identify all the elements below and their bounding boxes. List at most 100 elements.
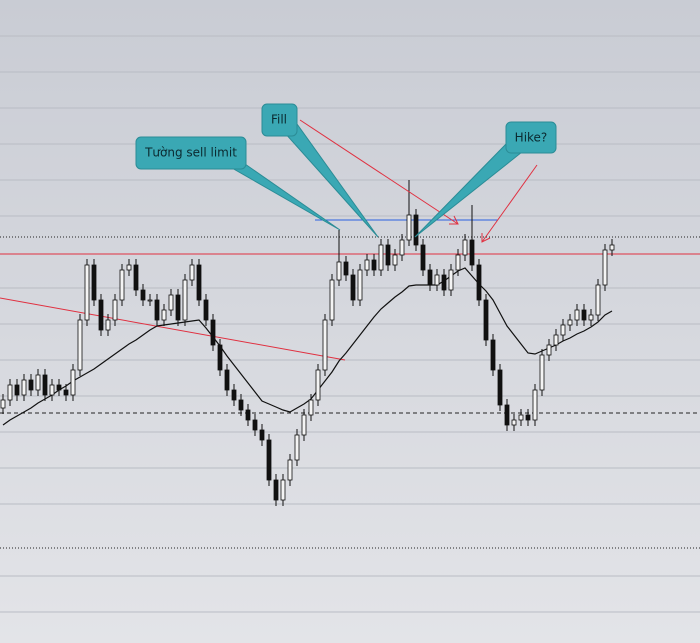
- candle-body: [126, 264, 132, 271]
- candle-body: [189, 264, 195, 281]
- candle-body: [196, 264, 202, 301]
- candle-body: [105, 319, 111, 331]
- candle-body: [336, 261, 342, 281]
- candle-body: [266, 439, 272, 481]
- candle-body: [490, 339, 496, 371]
- candle-body: [455, 254, 461, 271]
- candle-body: [294, 434, 300, 461]
- candle-body: [42, 374, 48, 396]
- callout-label: Hike?: [515, 131, 548, 145]
- candle-body: [406, 214, 412, 241]
- candle-body: [210, 319, 216, 346]
- candle-body: [518, 414, 524, 421]
- candle-body: [35, 374, 41, 391]
- candles: [0, 180, 615, 506]
- candle-body: [154, 299, 160, 321]
- candle-body: [238, 399, 244, 411]
- candle-body: [308, 399, 314, 416]
- candle-body: [63, 389, 69, 396]
- candle-body: [112, 299, 118, 321]
- candle-body: [182, 279, 188, 321]
- candle-body: [224, 369, 230, 391]
- candle-body: [560, 324, 566, 336]
- candle-body: [98, 299, 104, 331]
- candle-body: [84, 264, 90, 321]
- candle-body: [119, 269, 125, 301]
- candle-body: [567, 319, 573, 326]
- candle-body: [161, 309, 167, 321]
- candle-body: [301, 414, 307, 436]
- candle-body: [217, 344, 223, 371]
- candle-body: [546, 344, 552, 356]
- candle-body: [28, 379, 34, 391]
- candle-body: [378, 244, 384, 271]
- candle-body: [56, 384, 62, 391]
- candle-body: [609, 244, 615, 251]
- candle-body: [483, 299, 489, 341]
- candle-body: [315, 369, 321, 401]
- callout-label: Tường sell limit: [144, 146, 237, 160]
- candle-body: [427, 269, 433, 286]
- candle-body: [553, 334, 559, 346]
- callout: Fill: [261, 103, 379, 238]
- candle-body: [497, 369, 503, 406]
- candle-body: [462, 239, 468, 256]
- candle-body: [280, 479, 286, 501]
- callout-label: Fill: [271, 113, 287, 127]
- candle-body: [14, 384, 20, 396]
- candle-body: [168, 294, 174, 311]
- candle-body: [539, 354, 545, 391]
- candle-body: [532, 389, 538, 421]
- candle-body: [574, 309, 580, 321]
- candle-body: [357, 269, 363, 301]
- candle-body: [602, 249, 608, 286]
- candle-body: [245, 409, 251, 421]
- candle-body: [91, 264, 97, 301]
- candle-body: [287, 459, 293, 481]
- candle-body: [413, 214, 419, 246]
- candle-body: [231, 389, 237, 401]
- candle-body: [504, 404, 510, 426]
- candle-body: [7, 384, 13, 401]
- candle-body: [595, 284, 601, 316]
- candle-body: [147, 299, 153, 302]
- candle-body: [371, 259, 377, 271]
- candle-body: [469, 239, 475, 266]
- grid: [0, 35, 700, 613]
- candle-body: [399, 239, 405, 256]
- candle-body: [0, 399, 6, 409]
- moving-average: [2, 267, 613, 426]
- candle-body: [350, 274, 356, 301]
- candle-body: [525, 414, 531, 421]
- candle-body: [175, 294, 181, 321]
- candle-body: [322, 319, 328, 371]
- candle-body: [49, 384, 55, 396]
- candle-body: [259, 429, 265, 441]
- candle-body: [364, 259, 370, 271]
- candle-body: [476, 264, 482, 301]
- candle-body: [385, 244, 391, 266]
- candle-body: [21, 379, 27, 396]
- callout: Tường sell limit: [135, 136, 341, 231]
- candle-body: [588, 314, 594, 321]
- candle-body: [203, 299, 209, 321]
- candle-body: [140, 289, 146, 301]
- candle-body: [343, 261, 349, 276]
- candle-body: [511, 419, 517, 426]
- candle-body: [434, 274, 440, 286]
- candle-body: [441, 274, 447, 291]
- candle-body: [448, 269, 454, 291]
- candle-body: [70, 369, 76, 396]
- candle-body: [273, 479, 279, 501]
- arrows: [299, 119, 538, 243]
- candle-body: [252, 419, 258, 431]
- callout: Hike?: [414, 121, 557, 238]
- candle-body: [392, 254, 398, 266]
- candle-body: [77, 319, 83, 371]
- candle-body: [581, 309, 587, 321]
- candle-body: [133, 264, 139, 291]
- candle-body: [329, 279, 335, 321]
